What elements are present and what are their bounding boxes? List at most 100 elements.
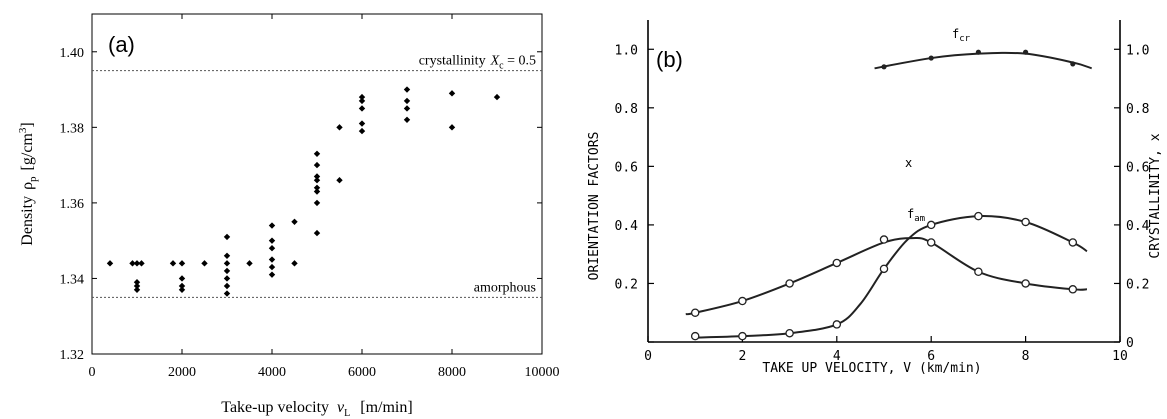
panel-a-xlabel-sub: L <box>344 408 350 419</box>
panel-a-data-point <box>358 105 366 112</box>
panel-a-data-point <box>169 260 177 267</box>
panel-a-data-point <box>268 256 276 263</box>
series-f_cr-curve <box>874 51 1092 70</box>
panel-a-data-point <box>448 124 456 131</box>
crystallinity-line-label: crystallinity Xc = 0.5 <box>419 54 536 72</box>
panel-a-data-point <box>133 282 141 290</box>
panel-b-y2-axis-label: CRYSTALLINITY, x <box>1148 133 1163 258</box>
panel-a-data-point <box>268 271 276 278</box>
panel-b-x-tick-label: 6 <box>927 349 935 364</box>
panel-a-data-point <box>223 260 231 267</box>
panel-a-data-point <box>313 199 321 207</box>
series-x-point <box>974 211 983 221</box>
panel-b-y2-tick-label: 0.8 <box>1126 102 1149 117</box>
panel-b-label: (b) <box>656 47 683 72</box>
panel-a-data-point <box>493 93 501 101</box>
panel-a-data-point <box>138 260 145 267</box>
panel-a-data-point <box>129 260 136 267</box>
panel-a-x-tick-label: 0 <box>89 365 96 380</box>
panel-a-data-point <box>403 116 411 123</box>
panel-a-y-tick-label: 1.40 <box>60 46 85 61</box>
panel-a-data-point <box>358 127 366 135</box>
panel-b-right-axis: 0 0.2 0.4 0.6 0.8 1.0 <box>1114 43 1150 351</box>
panel-a-y-axis-label: Density ρp [g/cm3] <box>17 122 39 245</box>
panel-b-x-axis-label: TAKE UP VELOCITY, V (km/min) <box>762 361 981 376</box>
series-label-f-cr: fcr <box>952 27 971 44</box>
panel-a-data-point <box>403 97 411 105</box>
panel-a-data-point <box>313 173 321 180</box>
panel-a-data-point <box>403 105 411 112</box>
series-x-point <box>1021 217 1030 227</box>
panel-a-label: (a) <box>108 32 135 57</box>
ref-label-sub: c <box>499 61 504 72</box>
series-x-point <box>926 220 936 230</box>
series-f_am-point <box>738 296 747 306</box>
series-f_cr-point <box>928 55 934 61</box>
panel-b-y2-tick-label: 0 <box>1126 336 1134 351</box>
series-f_cr-point <box>1070 61 1076 67</box>
panel-a-xlabel-unit: [m/min] <box>360 399 412 416</box>
panel-a-data-point <box>403 86 411 93</box>
panel-a-ylabel-word: Density <box>19 196 36 246</box>
panel-a-data-point <box>223 252 231 259</box>
panel-a-data-point <box>313 161 321 169</box>
panel-a-data-point <box>268 263 276 271</box>
panel-a-xlabel-word: Take-up velocity <box>221 399 329 416</box>
series-f_am-point <box>974 267 983 276</box>
panel-a-data-point <box>223 275 231 282</box>
panel-b-y-tick-label: 1.0 <box>615 43 638 58</box>
series-f_cr-point <box>1023 49 1029 55</box>
series-label-f-cr-main: f <box>952 27 959 41</box>
series-f_am-point <box>926 238 936 247</box>
panel-a-x-axis-label: Take-up velocity vL [m/min] <box>221 399 412 419</box>
panel-a-data-point <box>178 286 186 293</box>
panel-a-data-point <box>246 260 253 267</box>
panel-b-y2-tick-label: 0.4 <box>1126 219 1150 234</box>
series-x-curve <box>695 215 1088 339</box>
panel-b: 0.2 0.4 0.6 0.8 1.0 0 0.2 0.4 0.6 0.8 1.0 0 2 4 6 8 10… <box>587 20 1163 376</box>
panel-a-data-point <box>313 177 321 184</box>
panel-b-series <box>685 49 1092 341</box>
panel-a-ylabel-sub: p <box>27 176 39 182</box>
panel-a: 1.32 1.34 1.36 1.38 1.40 0 2000 4000 6000 8000 10… <box>17 13 560 419</box>
series-x-point <box>738 331 747 341</box>
ref-label-value: = 0.5 <box>504 54 536 69</box>
panel-a-ylabel-unit-sup: 3 <box>17 127 29 133</box>
panel-a-data-point <box>178 260 186 267</box>
panel-a-data-point <box>223 233 231 241</box>
panel-a-data-point <box>336 177 343 184</box>
series-f_am-point <box>1068 285 1078 294</box>
panel-a-data-point <box>358 97 366 105</box>
panel-a-data-point <box>223 290 231 297</box>
series-f_cr-point <box>881 64 887 70</box>
panel-b-y-axis-label: ORIENTATION FACTORS <box>587 132 602 281</box>
ref-label-text: crystallinity <box>419 54 486 69</box>
panel-a-y-tick-label: 1.32 <box>60 348 85 363</box>
panel-b-y2-tick-label: 0.6 <box>1126 160 1149 175</box>
ref-label-symbol: X <box>490 54 500 69</box>
panel-a-y-tick-label: 1.38 <box>60 121 85 136</box>
panel-b-x-tick-label: 2 <box>738 349 746 364</box>
panel-a-reference-lines: crystallinity Xc = 0.5 amorphous <box>92 54 542 298</box>
series-x-point <box>1068 238 1078 247</box>
panel-a-data-point <box>178 282 186 290</box>
panel-a-ylabel-unit: [g/cm <box>19 133 36 171</box>
panel-a-data-point <box>223 282 231 290</box>
panel-a-x-tick-label: 2000 <box>168 365 196 380</box>
panel-a-data-point <box>268 245 276 252</box>
panel-b-left-axis: 0.2 0.4 0.6 0.8 1.0 <box>615 43 654 343</box>
series-x-point <box>832 320 842 329</box>
series-label-f-am: fam <box>907 207 925 224</box>
panel-a-xlabel-symbol: v <box>337 399 345 416</box>
series-label-f-cr-sub: cr <box>959 34 970 44</box>
panel-b-axes <box>647 20 1121 343</box>
panel-a-data-point <box>291 260 298 267</box>
series-label-x: x <box>905 156 912 170</box>
panel-a-data-point <box>133 260 141 267</box>
panel-b-x-axis: 0 2 4 6 8 10 <box>644 336 1128 364</box>
panel-a-data-point <box>133 286 141 293</box>
ref-label-text: amorphous <box>474 280 536 295</box>
panel-b-y2-tick-label: 1.0 <box>1126 43 1149 58</box>
panel-a-data-point <box>223 267 231 275</box>
panel-b-y-tick-label: 0.8 <box>615 102 638 117</box>
